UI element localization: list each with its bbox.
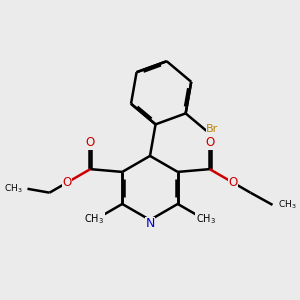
Text: N: N bbox=[145, 217, 155, 230]
Text: O: O bbox=[62, 176, 72, 189]
Text: O: O bbox=[86, 136, 95, 149]
Text: O: O bbox=[228, 176, 238, 189]
Text: CH$_3$: CH$_3$ bbox=[196, 212, 216, 226]
Text: Br: Br bbox=[206, 124, 219, 134]
Text: O: O bbox=[205, 136, 214, 149]
Text: CH$_3$: CH$_3$ bbox=[278, 199, 296, 211]
Text: CH$_3$: CH$_3$ bbox=[4, 182, 22, 195]
Text: CH$_3$: CH$_3$ bbox=[84, 212, 104, 226]
